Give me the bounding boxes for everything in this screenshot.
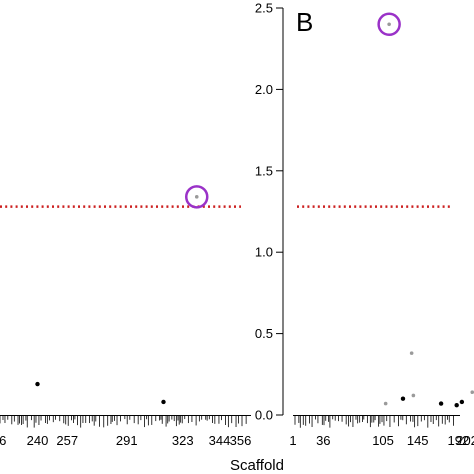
panel-b-data-point	[470, 390, 474, 395]
panel-b-y-tick-label: 1.0	[255, 245, 273, 260]
panel-a-data-point	[194, 195, 199, 199]
panel-b-data-point	[438, 401, 444, 406]
panel-b-data-point	[454, 403, 459, 408]
panel-b-y-tick-label: 2.0	[255, 82, 273, 97]
panel-b-data-point	[400, 396, 406, 401]
panel-b-data-point	[409, 351, 414, 355]
panel-a-x-tick-label: 216	[0, 433, 6, 448]
panel-b-label: B	[296, 7, 313, 37]
panel-b-x-tick-label: 1	[289, 433, 296, 448]
panel-b-rug	[294, 415, 454, 428]
panel-b-data-point	[459, 399, 465, 405]
panel-a-x-tick-label: 323	[172, 433, 194, 448]
panel-b: 0.0 0.5 1.0 1.5 2.0 2.5 1 36 105 145 192202 B	[255, 1, 474, 448]
panel-b-y-tick-label: 0.0	[255, 408, 273, 423]
panel-a-data-point	[35, 381, 40, 387]
panel-a-x-tick-label: 257	[56, 433, 78, 448]
panel-b-x-tick-label: 36	[316, 433, 330, 448]
panel-b-x-tick-label: 202	[456, 433, 474, 448]
panel-b-x-tick-label: 192	[448, 433, 470, 448]
panel-b-data-point	[411, 393, 416, 398]
panel-a-x-tick-label: 356	[230, 433, 252, 448]
panel-a-data-point	[161, 399, 166, 405]
panel-b-y-tick-label: 2.5	[255, 1, 273, 16]
panel-b-y-tick-label: 0.5	[255, 326, 273, 341]
panel-b-x-tick-label: 145	[407, 433, 429, 448]
panel-a-highlight-circle	[185, 185, 209, 209]
panel-a-x-tick-label: 291	[116, 433, 138, 448]
panel-b-highlight-circle	[377, 12, 401, 37]
panel-b-x-tick-label: 105	[372, 433, 394, 448]
panel-a-rug	[0, 415, 247, 428]
panel-b-data-point	[387, 22, 391, 27]
x-axis-title: Scaffold	[230, 457, 284, 474]
panel-a-x-tick-label: 344	[209, 433, 231, 448]
panel-a-x-tick-label: 240	[27, 433, 49, 448]
panel-b-y-tick-label: 1.5	[255, 163, 273, 178]
panel-b-data-point	[383, 401, 388, 406]
